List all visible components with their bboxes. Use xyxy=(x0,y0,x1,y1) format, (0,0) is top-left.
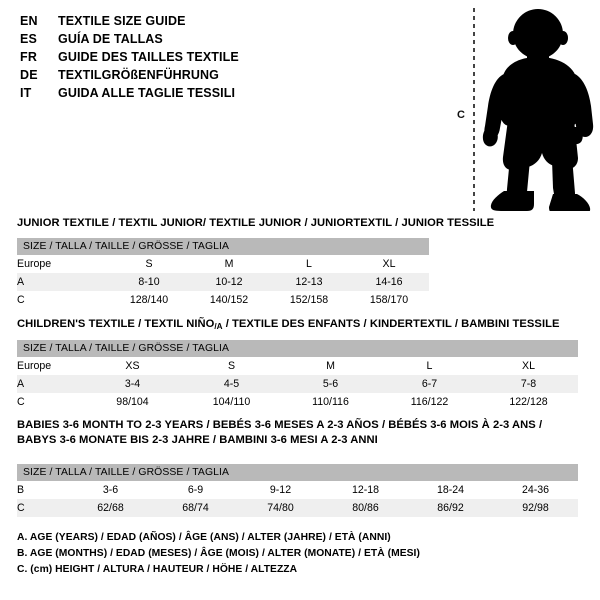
legend-line-b: B. AGE (MONTHS) / EDAD (MESES) / ÂGE (MO… xyxy=(17,548,420,559)
children-size-table: SIZE / TALLA / TAILLE / GRÖSSE / TAGLIA … xyxy=(17,340,579,411)
language-title-block: EN TEXTILE SIZE GUIDE ES GUÍA DE TALLAS … xyxy=(20,12,400,102)
row-cell: 104/110 xyxy=(182,393,281,411)
band-label: SIZE / TALLA / TAILLE / GRÖSSE / TAGLIA xyxy=(17,238,429,255)
toddler-silhouette-icon xyxy=(482,9,594,211)
heading-part-sub: /A xyxy=(214,322,223,331)
header-cell: XL xyxy=(349,255,429,273)
heading-part-pre: CHILDREN'S TEXTILE / TEXTIL NIÑO xyxy=(17,318,215,330)
language-title: TEXTILE SIZE GUIDE xyxy=(58,14,186,28)
section-heading-babies: BABIES 3-6 MONTH TO 2-3 YEARS / BEBÉS 3-… xyxy=(17,419,542,446)
junior-size-table: SIZE / TALLA / TAILLE / GRÖSSE / TAGLIA … xyxy=(17,238,429,309)
header-cell: M xyxy=(281,357,380,375)
row-cell: 140/152 xyxy=(189,291,269,309)
language-title: GUIDA ALLE TAGLIE TESSILI xyxy=(58,86,236,100)
height-measurement-figure: C xyxy=(440,0,600,215)
table-row: A 3-4 4-5 5-6 6-7 7-8 xyxy=(17,375,579,393)
row-cell: 6-9 xyxy=(153,481,238,499)
header-label: Europe xyxy=(17,357,83,375)
legend-line-a: A. AGE (YEARS) / EDAD (AÑOS) / ÂGE (ANS)… xyxy=(17,532,391,543)
table-band-row: SIZE / TALLA / TAILLE / GRÖSSE / TAGLIA xyxy=(17,464,579,481)
header-cell: M xyxy=(189,255,269,273)
table-row: C 62/68 68/74 74/80 80/86 86/92 92/98 xyxy=(17,499,579,517)
header-cell: XL xyxy=(479,357,579,375)
row-label: C xyxy=(17,499,68,517)
row-cell: 5-6 xyxy=(281,375,380,393)
row-cell: 152/158 xyxy=(269,291,349,309)
language-title: TEXTILGRÖßENFÜHRUNG xyxy=(58,68,219,82)
row-cell: 80/86 xyxy=(323,499,408,517)
language-row-es: ES GUÍA DE TALLAS xyxy=(20,30,400,48)
row-cell: 128/140 xyxy=(109,291,189,309)
language-row-it: IT GUIDA ALLE TAGLIE TESSILI xyxy=(20,84,400,102)
row-cell: 92/98 xyxy=(493,499,579,517)
row-cell: 8-10 xyxy=(109,273,189,291)
row-cell: 116/122 xyxy=(380,393,479,411)
row-cell: 4-5 xyxy=(182,375,281,393)
row-cell: 98/104 xyxy=(83,393,182,411)
row-cell: 24-36 xyxy=(493,481,579,499)
row-label: A xyxy=(17,273,109,291)
language-code: ES xyxy=(20,32,38,46)
row-label: A xyxy=(17,375,83,393)
header-label: Europe xyxy=(17,255,109,273)
babies-size-table: SIZE / TALLA / TAILLE / GRÖSSE / TAGLIA … xyxy=(17,464,579,517)
row-label: C xyxy=(17,291,109,309)
language-code: DE xyxy=(20,68,38,82)
language-row-de: DE TEXTILGRÖßENFÜHRUNG xyxy=(20,66,400,84)
heading-line-2: BABYS 3-6 MONATE BIS 2-3 JAHRE / BAMBINI… xyxy=(17,434,378,446)
table-row: C 98/104 104/110 110/116 116/122 122/128 xyxy=(17,393,579,411)
section-heading-junior: JUNIOR TEXTILE / TEXTIL JUNIOR/ TEXTILE … xyxy=(17,217,495,229)
row-cell: 3-6 xyxy=(68,481,153,499)
row-cell: 62/68 xyxy=(68,499,153,517)
header-cell: L xyxy=(380,357,479,375)
row-cell: 12-13 xyxy=(269,273,349,291)
language-title: GUIDE DES TAILLES TEXTILE xyxy=(58,50,239,64)
header-cell: S xyxy=(182,357,281,375)
row-label: C xyxy=(17,393,83,411)
language-code: EN xyxy=(20,14,38,28)
language-title: GUÍA DE TALLAS xyxy=(58,32,163,46)
height-dashed-line xyxy=(473,8,475,211)
header-cell: XS xyxy=(83,357,182,375)
language-row-en: EN TEXTILE SIZE GUIDE xyxy=(20,12,400,30)
row-cell: 12-18 xyxy=(323,481,408,499)
legend-block: A. AGE (YEARS) / EDAD (AÑOS) / ÂGE (ANS)… xyxy=(17,530,420,578)
row-cell: 3-4 xyxy=(83,375,182,393)
table-row: B 3-6 6-9 9-12 12-18 18-24 24-36 xyxy=(17,481,579,499)
table-header-row: Europe S M L XL xyxy=(17,255,429,273)
row-cell: 158/170 xyxy=(349,291,429,309)
row-cell: 7-8 xyxy=(479,375,579,393)
section-heading-children: CHILDREN'S TEXTILE / TEXTIL NIÑO/A / TEX… xyxy=(17,318,560,331)
table-band-row: SIZE / TALLA / TAILLE / GRÖSSE / TAGLIA xyxy=(17,340,579,357)
table-band-row: SIZE / TALLA / TAILLE / GRÖSSE / TAGLIA xyxy=(17,238,429,255)
heading-part-post: / TEXTILE DES ENFANTS / KINDERTEXTIL / B… xyxy=(222,318,560,330)
row-cell: 6-7 xyxy=(380,375,479,393)
row-cell: 18-24 xyxy=(408,481,493,499)
row-cell: 74/80 xyxy=(238,499,323,517)
legend-line-c: C. (cm) HEIGHT / ALTURA / HAUTEUR / HÖHE… xyxy=(17,564,298,575)
header-cell: L xyxy=(269,255,349,273)
table-row: C 128/140 140/152 152/158 158/170 xyxy=(17,291,429,309)
row-cell: 14-16 xyxy=(349,273,429,291)
height-measure-label: C xyxy=(457,109,465,121)
band-label: SIZE / TALLA / TAILLE / GRÖSSE / TAGLIA xyxy=(17,340,579,357)
row-label: B xyxy=(17,481,68,499)
row-cell: 68/74 xyxy=(153,499,238,517)
row-cell: 10-12 xyxy=(189,273,269,291)
row-cell: 110/116 xyxy=(281,393,380,411)
language-row-fr: FR GUIDE DES TAILLES TEXTILE xyxy=(20,48,400,66)
row-cell: 9-12 xyxy=(238,481,323,499)
band-label: SIZE / TALLA / TAILLE / GRÖSSE / TAGLIA xyxy=(17,464,579,481)
language-code: FR xyxy=(20,50,38,64)
row-cell: 122/128 xyxy=(479,393,579,411)
row-cell: 86/92 xyxy=(408,499,493,517)
table-row: A 8-10 10-12 12-13 14-16 xyxy=(17,273,429,291)
heading-line-1: BABIES 3-6 MONTH TO 2-3 YEARS / BEBÉS 3-… xyxy=(17,419,543,431)
table-header-row: Europe XS S M L XL xyxy=(17,357,579,375)
header-cell: S xyxy=(109,255,189,273)
language-code: IT xyxy=(20,86,32,100)
